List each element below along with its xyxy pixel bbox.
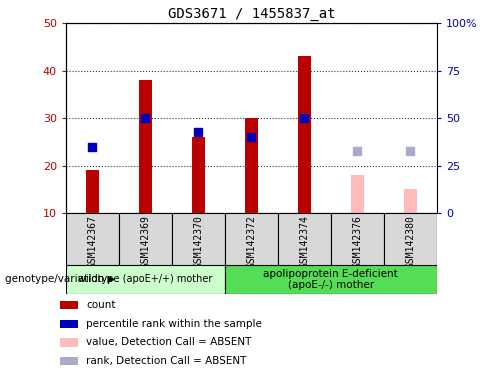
Bar bbox=[139, 80, 152, 213]
Bar bbox=[351, 175, 364, 213]
Bar bbox=[60, 301, 78, 309]
Text: rank, Detection Call = ABSENT: rank, Detection Call = ABSENT bbox=[86, 356, 246, 366]
Text: count: count bbox=[86, 300, 116, 310]
Point bbox=[88, 144, 96, 150]
Bar bbox=[331, 213, 384, 265]
Bar bbox=[298, 56, 311, 213]
Bar bbox=[86, 170, 99, 213]
Bar bbox=[404, 189, 417, 213]
Bar bbox=[66, 213, 119, 265]
Bar bbox=[244, 118, 258, 213]
Bar bbox=[225, 213, 278, 265]
Bar bbox=[225, 265, 437, 294]
Bar bbox=[60, 319, 78, 328]
Point bbox=[301, 115, 308, 121]
Bar bbox=[60, 357, 78, 365]
Point bbox=[407, 148, 414, 154]
Text: genotype/variation ▶: genotype/variation ▶ bbox=[5, 274, 115, 285]
Point bbox=[194, 129, 202, 136]
Point bbox=[353, 148, 361, 154]
Text: GSM142380: GSM142380 bbox=[405, 215, 415, 268]
Bar bbox=[192, 137, 205, 213]
Text: GSM142372: GSM142372 bbox=[246, 215, 256, 268]
Title: GDS3671 / 1455837_at: GDS3671 / 1455837_at bbox=[167, 7, 335, 21]
Bar bbox=[60, 338, 78, 346]
Bar bbox=[278, 213, 331, 265]
Bar bbox=[66, 265, 225, 294]
Bar bbox=[384, 213, 437, 265]
Text: GSM142367: GSM142367 bbox=[87, 215, 98, 268]
Text: GSM142376: GSM142376 bbox=[352, 215, 362, 268]
Text: value, Detection Call = ABSENT: value, Detection Call = ABSENT bbox=[86, 338, 251, 348]
Bar bbox=[172, 213, 225, 265]
Text: GSM142369: GSM142369 bbox=[141, 215, 150, 268]
Bar bbox=[119, 213, 172, 265]
Text: GSM142374: GSM142374 bbox=[299, 215, 309, 268]
Text: wildtype (apoE+/+) mother: wildtype (apoE+/+) mother bbox=[78, 274, 213, 285]
Text: apolipoprotein E-deficient
(apoE-/-) mother: apolipoprotein E-deficient (apoE-/-) mot… bbox=[264, 268, 398, 290]
Point bbox=[247, 134, 255, 140]
Text: GSM142370: GSM142370 bbox=[193, 215, 203, 268]
Text: percentile rank within the sample: percentile rank within the sample bbox=[86, 319, 262, 329]
Point bbox=[142, 115, 149, 121]
